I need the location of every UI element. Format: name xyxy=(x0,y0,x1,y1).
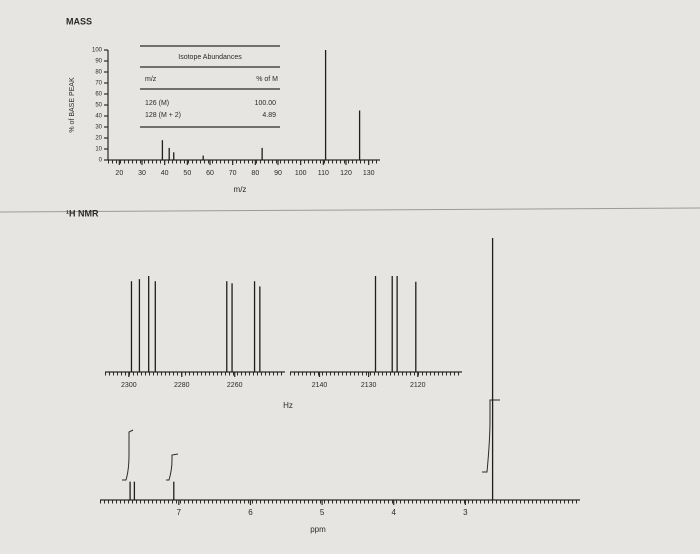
x-tick-label: 5 xyxy=(320,508,325,517)
x-tick-label: 80 xyxy=(251,170,259,177)
x-tick-label: 110 xyxy=(318,170,329,177)
page-divider xyxy=(0,207,700,213)
mass-x-label: m/z xyxy=(234,185,247,194)
y-tick-label: 50 xyxy=(95,103,102,109)
x-tick-label: 40 xyxy=(161,170,169,177)
x-tick-label: 4 xyxy=(392,508,397,517)
mass-y-label: % of BASE PEAK xyxy=(69,77,76,133)
nmr-title: ¹H NMR xyxy=(66,208,99,218)
y-tick-label: 100 xyxy=(92,48,103,54)
y-tick-label: 40 xyxy=(95,114,102,120)
x-tick-label: 2260 xyxy=(227,382,243,389)
x-tick-label: 50 xyxy=(183,170,191,177)
x-tick-label: 70 xyxy=(229,170,237,177)
table-header: % of M xyxy=(256,76,278,83)
table-cell: 128 (M + 2) xyxy=(145,112,181,119)
integral-curve xyxy=(482,399,500,473)
x-tick-label: 130 xyxy=(363,170,375,177)
isotope-table: Isotope Abundances m/z % of M 126 (M) 10… xyxy=(140,45,280,128)
inset-x-label: Hz xyxy=(283,401,293,410)
x-tick-label: 100 xyxy=(295,170,307,177)
x-tick-label: 7 xyxy=(177,508,182,517)
table-cell: 4.89 xyxy=(262,112,276,119)
x-tick-label: 90 xyxy=(274,170,282,177)
nmr-x-label: ppm xyxy=(310,525,326,534)
y-tick-label: 80 xyxy=(95,70,102,76)
y-tick-label: 70 xyxy=(95,81,102,87)
y-tick-label: 10 xyxy=(95,147,102,153)
integral-curve xyxy=(166,453,179,481)
x-tick-label: 120 xyxy=(340,170,352,177)
y-tick-label: 90 xyxy=(95,59,102,65)
x-tick-label: 60 xyxy=(206,170,214,177)
x-tick-label: 2120 xyxy=(410,382,426,389)
integral-curve xyxy=(122,429,134,481)
x-tick-label: 30 xyxy=(138,170,146,177)
x-tick-label: 2300 xyxy=(121,382,137,389)
table-header: m/z xyxy=(145,76,157,83)
mass-title: MASS xyxy=(66,16,92,26)
x-tick-label: 2140 xyxy=(312,382,328,389)
x-tick-label: 6 xyxy=(248,508,253,517)
x-tick-label: 20 xyxy=(115,170,123,177)
y-tick-label: 60 xyxy=(95,92,102,98)
y-tick-label: 0 xyxy=(99,158,103,164)
table-cell: 126 (M) xyxy=(145,100,169,107)
x-tick-label: 2130 xyxy=(361,382,377,389)
x-tick-label: 2280 xyxy=(174,382,190,389)
y-tick-label: 30 xyxy=(95,125,102,131)
x-tick-label: 3 xyxy=(463,508,468,517)
table-title: Isotope Abundances xyxy=(178,54,242,61)
y-tick-label: 20 xyxy=(95,136,102,142)
table-cell: 100.00 xyxy=(255,100,277,107)
